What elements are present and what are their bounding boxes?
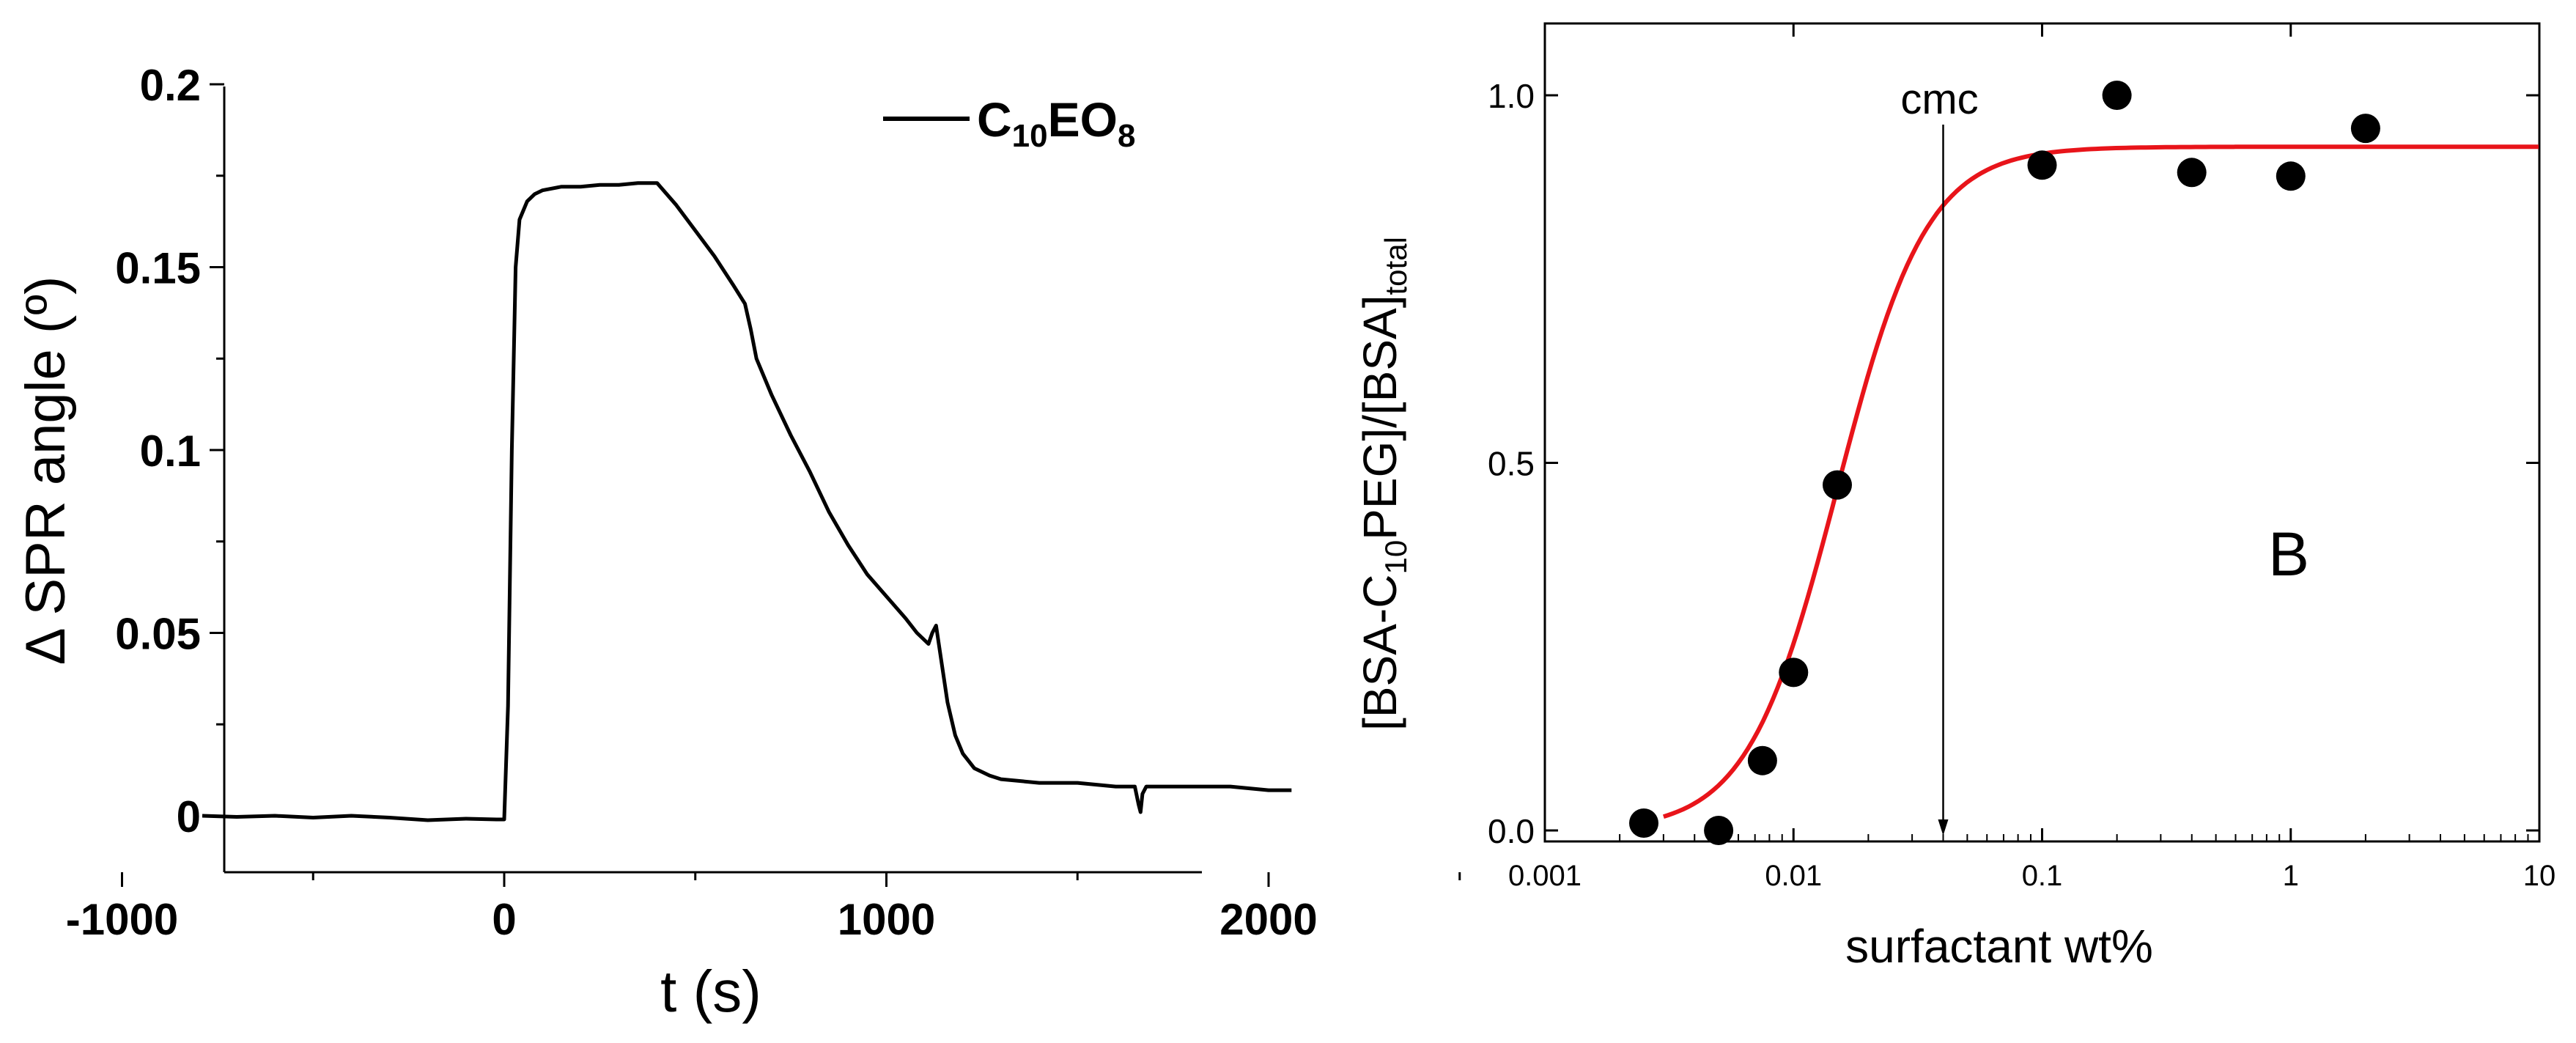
legend-label-sub2: 8 [1118,118,1135,154]
fit-curve [1662,144,2539,819]
chart1-y-axis-label: Δ SPR angle (º) [15,276,77,666]
chart2-x-axis-label: surfactant wt% [1845,920,2153,973]
y-tick-label: 1.0 [1488,77,1535,115]
x-tick-label: 10 [2523,860,2556,892]
data-point [2177,158,2207,188]
chart1-legend: C10EO8 [883,92,1135,154]
data-point [1704,816,1734,845]
y-tick-label: 0 [177,792,201,841]
data-point [1629,808,1658,838]
x-tick-label: 0.001 [1508,860,1582,892]
chart1-x-axis-label: t (s) [660,959,761,1024]
y-tick-label: 0.15 [115,244,201,293]
y-label-prefix: [BSA-C [1354,575,1406,731]
data-point [2276,161,2306,191]
chart2-fit [1662,144,2539,819]
chart2-ticks: 0.0 0.5 1.0 0.001 0.01 0.1 1 10 [1488,23,2555,892]
chart1-ticks: 0 0.05 0.1 0.15 0.2 -1000 0 1000 2000 [66,61,1461,944]
x-tick-label: 2000 [1219,895,1317,944]
legend-label-main: C [977,92,1012,147]
data-point [1779,657,1809,688]
y-label-sub: 10 [1379,540,1413,575]
y-label-mid: PEG]/[BSA] [1354,295,1406,539]
x-tick-label: 0.01 [1765,860,1822,892]
y-label-sub2: total [1379,237,1413,295]
legend-label-mid: EO [1048,92,1118,147]
chart1-series [202,181,1292,822]
y-tick-label: 0.05 [115,610,201,659]
chart1-axes [223,86,1202,874]
y-tick-label: 0.1 [140,427,201,476]
series-line-c10eo8 [202,181,1292,822]
y-tick-label: 0.2 [140,61,201,110]
chart2-points [1629,81,2380,845]
chart2-panel-label: B [2268,520,2309,589]
x-tick-label: 1 [2283,860,2299,892]
chart2-y-axis-label: [BSA-C10PEG]/[BSA]total [1354,237,1413,731]
x-tick-label: 0 [492,895,516,944]
chart2-cmc-annotation: cmc [1900,75,1979,836]
x-tick-label: 1000 [838,895,935,944]
y-tick-label: 0.0 [1488,812,1535,850]
data-point [2027,150,2057,180]
data-point [1823,470,1852,500]
legend-label-sub1: 10 [1012,118,1048,154]
x-tick-label: 0.1 [2022,860,2063,892]
data-point [2350,114,2380,144]
legend-label: C10EO8 [977,92,1135,154]
y-tick-label: 0.5 [1488,445,1535,483]
cmc-arrow-head [1938,819,1949,836]
data-point [1747,745,1777,775]
cmc-label: cmc [1900,75,1978,123]
x-tick-label: -1000 [66,895,178,944]
data-point [2102,81,2132,110]
chart-spr-angle: 0 0.05 0.1 0.15 0.2 -1000 0 1000 2000 t (s) Δ SP… [15,61,1461,1024]
chart-bsa-fraction: 0.0 0.5 1.0 0.001 0.01 0.1 1 10 cmc surfactant … [1354,22,2555,973]
